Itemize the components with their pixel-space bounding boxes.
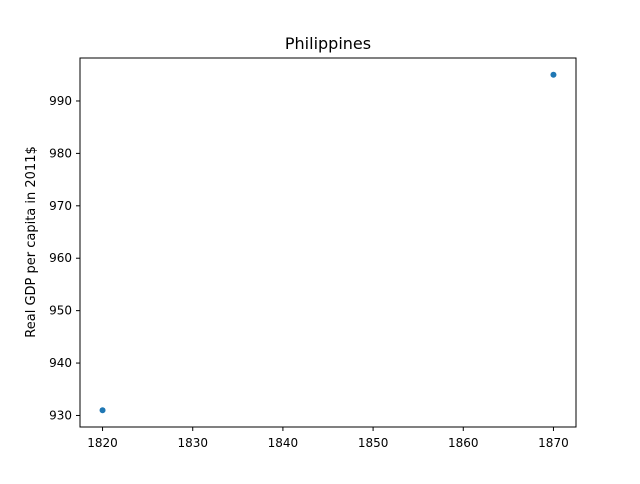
data-point <box>550 71 557 78</box>
x-tick-label: 1820 <box>87 436 118 450</box>
plot-frame <box>79 57 577 428</box>
x-tick-label: 1850 <box>358 436 389 450</box>
x-tick-label: 1860 <box>448 436 479 450</box>
x-tick-label: 1840 <box>268 436 299 450</box>
y-tick-label: 990 <box>49 94 72 108</box>
chart-title: Philippines <box>285 34 371 53</box>
ticks-layer: 1820 1830 1840 1850 1860 1870 930 940 950 960 970 9… <box>49 94 569 450</box>
data-point <box>99 407 106 414</box>
y-axis-label: Real GDP per capita in 2011$ <box>24 146 39 337</box>
x-tick-label: 1830 <box>177 436 208 450</box>
x-tick-label: 1870 <box>538 436 569 450</box>
y-tick-label: 940 <box>49 356 72 370</box>
y-tick-label: 960 <box>49 251 72 265</box>
y-tick-label: 980 <box>49 146 72 160</box>
y-tick-label: 930 <box>49 408 72 422</box>
y-tick-label: 950 <box>49 304 72 318</box>
points-layer <box>99 71 557 414</box>
y-tick-label: 970 <box>49 199 72 213</box>
